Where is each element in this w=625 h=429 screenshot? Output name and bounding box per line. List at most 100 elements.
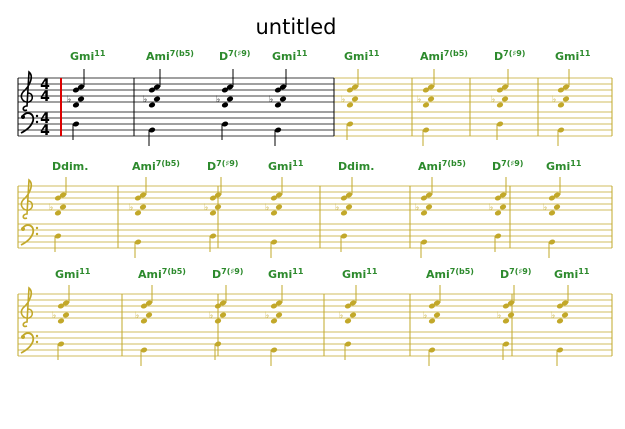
note-head: [221, 102, 229, 108]
note-head: [209, 210, 217, 216]
note-head: [275, 300, 283, 306]
chord-extension: 11: [368, 49, 380, 58]
note-head: [275, 312, 283, 318]
chord-symbol: Gmi11: [554, 267, 590, 281]
chord-root: Gmi: [344, 50, 368, 63]
note-head: [425, 204, 433, 210]
accidental: ♭: [129, 203, 133, 213]
note-head: [344, 318, 352, 324]
note-head: [77, 84, 85, 90]
accidental: ♭: [489, 203, 493, 213]
time-signature-bottom: 4: [40, 89, 50, 105]
note-head: [279, 96, 287, 102]
note-head: [214, 192, 222, 198]
chord-extension: 7(b5): [162, 267, 186, 276]
bass-clef-dot: [21, 335, 25, 339]
note-head: [270, 210, 278, 216]
note-head: [344, 303, 352, 309]
chord-root: D: [219, 50, 228, 63]
accidental: ♭: [216, 95, 220, 105]
accidental: ♭: [265, 203, 269, 213]
chord-symbol: Ami7(b5): [132, 159, 180, 173]
chord-extension: 11: [292, 159, 304, 168]
note-head: [340, 195, 348, 201]
chord-symbol: Gmi11: [344, 49, 380, 63]
note-head: [270, 239, 278, 245]
chord-symbol: Ddim.: [52, 160, 88, 173]
chord-extension: 11: [79, 267, 91, 276]
chord-extension: 11: [296, 49, 308, 58]
note-head: [501, 96, 509, 102]
chord-root: Gmi: [555, 50, 579, 63]
accidental: ♭: [52, 311, 56, 321]
note-head: [54, 233, 62, 239]
chord-symbol: Gmi11: [342, 267, 378, 281]
note-head: [139, 192, 147, 198]
note-head: [562, 96, 570, 102]
note-head: [428, 303, 436, 309]
note-head: [214, 318, 222, 324]
chord-symbol: D7(♯9): [212, 267, 243, 281]
note-head: [209, 233, 217, 239]
chord-extension: 7(♯9): [503, 49, 525, 58]
chord-symbol: Gmi11: [268, 159, 304, 173]
accidental: ♭: [269, 95, 273, 105]
note-head: [57, 318, 65, 324]
chord-root: Ami: [426, 268, 450, 281]
bass-clef-dot: [21, 115, 25, 119]
note-head: [562, 84, 570, 90]
chord-root: Ami: [138, 268, 162, 281]
note-head: [346, 121, 354, 127]
chord-root: D: [500, 268, 509, 281]
note-head: [548, 195, 556, 201]
chord-symbol: Gmi11: [555, 49, 591, 63]
note-head: [548, 239, 556, 245]
note-head: [507, 312, 515, 318]
chord-extension: 11: [578, 267, 590, 276]
note-head: [226, 96, 234, 102]
time-signature-top: 4: [40, 77, 50, 93]
chord-symbol: D7(♯9): [207, 159, 238, 173]
accidental: ♭: [497, 311, 501, 321]
accidental: ♭: [339, 311, 343, 321]
note-head: [556, 318, 564, 324]
note-head: [499, 204, 507, 210]
treble-clef: [20, 178, 34, 220]
chord-symbol: Ddim.: [338, 160, 374, 173]
note-head: [275, 204, 283, 210]
note-head: [561, 300, 569, 306]
chord-root: Gmi: [554, 268, 578, 281]
chord-root: Gmi: [546, 160, 570, 173]
chord-extension: 7(♯9): [509, 267, 531, 276]
chord-symbol: Ami7(b5): [418, 159, 466, 173]
note-head: [345, 204, 353, 210]
accidental: ♭: [423, 311, 427, 321]
note-head: [420, 210, 428, 216]
bass-clef: [20, 224, 35, 246]
note-head: [494, 195, 502, 201]
chord-extension: 11: [570, 159, 582, 168]
chord-symbol: Ami7(b5): [146, 49, 194, 63]
treble-clef: [20, 70, 34, 112]
note-head: [349, 300, 357, 306]
note-head: [557, 127, 565, 133]
chord-root: Ami: [420, 50, 444, 63]
note-head: [420, 239, 428, 245]
note-head: [422, 87, 430, 93]
note-head: [72, 121, 80, 127]
note-head: [502, 318, 510, 324]
chord-root: D: [212, 268, 221, 281]
note-head: [346, 87, 354, 93]
chord-root: Gmi: [342, 268, 366, 281]
chord-root: Gmi: [55, 268, 79, 281]
note-head: [556, 347, 564, 353]
note-head: [496, 121, 504, 127]
time-signature-bottom: 4: [40, 123, 50, 139]
note-head: [274, 87, 282, 93]
note-head: [274, 102, 282, 108]
chord-symbol: D7(♯9): [500, 267, 531, 281]
note-head: [553, 192, 561, 198]
note-head: [54, 210, 62, 216]
note-head: [557, 102, 565, 108]
chord-root: Gmi: [272, 50, 296, 63]
